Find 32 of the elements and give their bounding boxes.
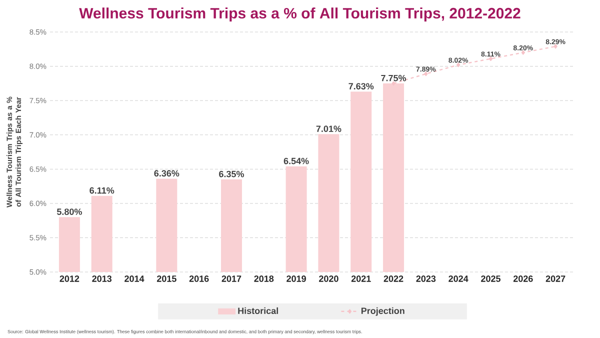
- data-label: 7.63%: [348, 83, 374, 90]
- x-tick-label: 2020: [319, 276, 338, 282]
- x-tick-label: 2013: [92, 276, 112, 282]
- point: [456, 62, 460, 68]
- point: [554, 44, 558, 49]
- x-tick-label: 2018: [254, 276, 274, 282]
- data-label: 6.11%: [90, 187, 114, 194]
- chart-title: Wellness Tourism Trips as a % of All Tourism Trips, 2012-2022: [79, 8, 520, 22]
- x-tick-label: 2015: [156, 276, 176, 282]
- data-label: 5.80%: [56, 208, 82, 215]
- data-label: 6.54%: [284, 158, 309, 164]
- x-tick-label: 2022: [384, 276, 404, 282]
- data-label: 7.75%: [381, 74, 406, 82]
- x-tick-label: 2014: [124, 276, 144, 282]
- x-tick-label: 2019: [286, 276, 306, 282]
- data-label: 7.01%: [316, 126, 342, 132]
- x-tick-label: 2027: [546, 276, 566, 282]
- x-tick-label: 2016: [189, 276, 209, 282]
- x-tick-label: 2024: [448, 276, 468, 282]
- x-tick-label: 2023: [416, 276, 436, 282]
- point: [424, 72, 428, 76]
- point: [521, 50, 525, 55]
- x-tick-label: 2025: [481, 276, 500, 282]
- data-label: 6.36%: [154, 170, 180, 177]
- x-tick-label: 2021: [351, 276, 371, 282]
- x-tick-label: 2012: [60, 276, 80, 282]
- point: [488, 56, 493, 61]
- data-label: 6.35%: [219, 170, 244, 178]
- x-tick-label: 2026: [513, 276, 533, 282]
- legend-label: Historical: [238, 307, 278, 314]
- legend-label: Projection: [361, 307, 404, 316]
- x-tick-label: 2017: [222, 276, 242, 282]
